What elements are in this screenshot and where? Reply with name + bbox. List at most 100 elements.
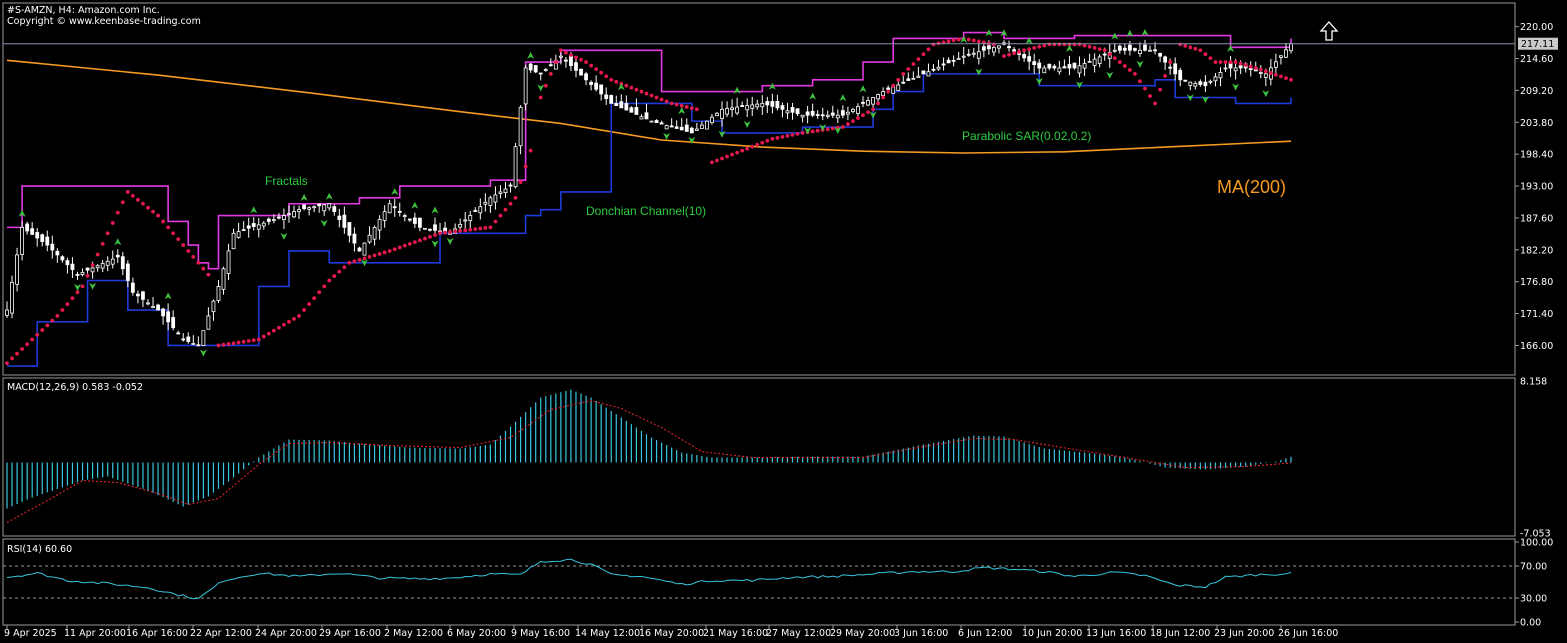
psar-dot (402, 243, 407, 248)
rsi-line (6, 558, 1292, 600)
candle-bull (745, 105, 750, 111)
psar-dot (1198, 48, 1203, 53)
candle-bull (715, 112, 719, 117)
candle-bear (624, 103, 629, 111)
psar-dot (362, 256, 367, 261)
psar-dot (921, 52, 926, 57)
psar-dot (115, 210, 120, 215)
candle-bear (161, 308, 165, 317)
fractal-down-marker (869, 111, 877, 119)
psar-dot (543, 83, 548, 88)
fractal-up-marker (768, 82, 776, 90)
candle-bear (901, 81, 906, 84)
candle-bull (694, 128, 699, 131)
candle-bear (533, 65, 538, 73)
candle-bull (750, 104, 755, 109)
psar-dot (1253, 66, 1258, 70)
candle-bull (992, 46, 996, 53)
candle-bear (1143, 44, 1147, 51)
psar-dot (443, 230, 447, 235)
rsi-axis-tick-label: 100.00 (1520, 538, 1553, 549)
psar-dot (1072, 42, 1077, 47)
candle-bull (936, 66, 941, 70)
candle-bear (156, 304, 160, 311)
psar-dot (75, 290, 80, 295)
candle-bull (191, 343, 196, 345)
candle-bear (790, 107, 795, 113)
candle-bull (1218, 72, 1223, 79)
psar-dot (65, 302, 70, 307)
macd-signal-line (6, 399, 1292, 523)
psar-dot (589, 63, 593, 68)
fractal-up-marker (18, 209, 26, 217)
time-axis-tick-label: 26 Jun 16:00 (1278, 628, 1338, 639)
psar-dot (574, 55, 578, 60)
fractal-down-marker (834, 127, 842, 135)
psar-dot (10, 356, 14, 361)
psar-dot (856, 116, 860, 121)
psar-dot (745, 146, 750, 151)
candle-bull (866, 100, 870, 106)
candle-bull (800, 114, 805, 118)
price-axis-tick-label: 198.40 (1520, 150, 1553, 161)
psar-dot (196, 260, 201, 265)
candle-bull (1258, 72, 1263, 74)
psar-dot (1168, 60, 1173, 64)
psar-dot (951, 38, 956, 43)
psar-dot (287, 319, 291, 324)
candle-bear (1007, 46, 1011, 49)
candle-bear (1037, 62, 1042, 69)
candle-bull (423, 227, 427, 230)
fractal-down-marker (975, 68, 983, 76)
psar-dot (387, 249, 392, 253)
candle-bull (372, 226, 377, 240)
fractal-up-marker (391, 187, 399, 195)
candle-bear (65, 260, 70, 266)
candle-bull (206, 315, 211, 330)
candle-bear (30, 228, 35, 235)
candle-bull (463, 219, 468, 222)
candle-bear (780, 105, 785, 110)
time-axis-tick-label: 11 Apr 20:00 (64, 628, 126, 639)
candle-bull (513, 146, 518, 188)
psar-dot (151, 209, 155, 214)
psar-dot (35, 332, 40, 337)
psar-dot (453, 229, 458, 234)
psar-dot (503, 207, 508, 212)
candle-bull (845, 111, 850, 115)
psar-dot (458, 229, 463, 233)
ma-200-line (6, 59, 1292, 154)
psar-dot (1002, 54, 1006, 59)
psar-dot (105, 231, 110, 236)
psar-dot (191, 254, 196, 259)
candle-bull (916, 75, 921, 78)
candle-bull (211, 300, 216, 313)
psar-dot (493, 219, 498, 224)
psar-dot (156, 213, 160, 218)
fractal-down-marker (431, 240, 439, 248)
psar-dot (30, 337, 35, 342)
macd-histogram (6, 389, 1292, 509)
fractal-up-marker (114, 238, 122, 246)
candle-bear (669, 125, 674, 128)
psar-dot (684, 105, 689, 109)
candle-bear (337, 215, 342, 220)
psar-dot (478, 226, 483, 231)
candle-bull (926, 71, 931, 77)
candle-bull (1092, 58, 1097, 66)
rsi-path (6, 558, 1292, 600)
psar-dot (256, 337, 261, 342)
psar-dot (845, 122, 850, 126)
candle-bear (1153, 49, 1157, 52)
candle-bear (1127, 44, 1132, 51)
candle-bull (1273, 61, 1278, 68)
candle-bear (1052, 65, 1057, 69)
psar-dot (992, 42, 996, 47)
candle-bull (664, 125, 669, 130)
candle-bull (282, 215, 286, 220)
psar-dot (825, 127, 830, 132)
candle-bear (397, 210, 402, 213)
psar-dot (251, 338, 256, 343)
psar-dot (1027, 47, 1032, 51)
fractal-down-marker (446, 237, 454, 245)
